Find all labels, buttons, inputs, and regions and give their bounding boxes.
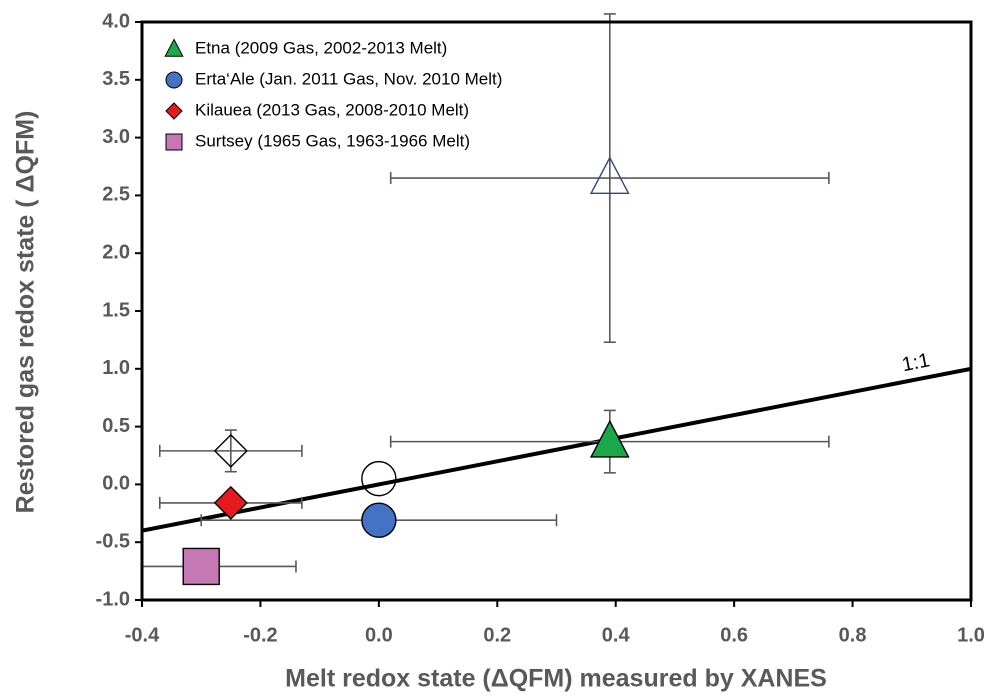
x-axis-label: Melt redox state (ΔQFM) measured by XANE… xyxy=(285,665,827,693)
y-tick-label: 4.0 xyxy=(102,10,130,32)
marker xyxy=(213,433,248,468)
x-tick-label: 0.6 xyxy=(720,624,748,646)
x-tick-label: 0.8 xyxy=(839,624,867,646)
y-tick-label: 3.5 xyxy=(102,68,130,90)
marker xyxy=(213,485,248,520)
y-tick-label: -0.5 xyxy=(96,530,130,552)
x-tick-label: -0.2 xyxy=(243,624,277,646)
legend-marker xyxy=(165,133,183,151)
legend-label: Etna (2009 Gas, 2002-2013 Melt) xyxy=(195,38,447,57)
y-axis-label: Restored gas redox state ( ΔQFM) xyxy=(12,111,40,514)
y-tick-label: 0.5 xyxy=(102,415,130,437)
reference-line xyxy=(142,366,971,533)
legend-marker xyxy=(164,38,184,57)
legend-label: Erta‘Ale (Jan. 2011 Gas, Nov. 2010 Melt) xyxy=(195,69,502,88)
plot-area xyxy=(142,13,971,586)
y-tick-label: 1.5 xyxy=(102,299,130,321)
y-error-bar xyxy=(224,429,237,473)
y-error-bar xyxy=(603,13,616,344)
y-tick-label: -1.0 xyxy=(96,588,130,610)
marker xyxy=(589,156,630,195)
y-tick-label: 2.5 xyxy=(102,184,130,206)
marker xyxy=(361,502,397,538)
x-tick-label: 0.4 xyxy=(602,624,631,646)
y-tick-label: 2.0 xyxy=(102,241,130,263)
marker xyxy=(589,419,630,458)
reference-line-label: 1:1 xyxy=(900,349,932,376)
legend-marker xyxy=(165,102,183,120)
y-tick-label: 1.0 xyxy=(102,357,130,379)
x-tick-label: 0.0 xyxy=(365,624,393,646)
x-tick-label: 1.0 xyxy=(957,624,985,646)
marker xyxy=(182,547,220,586)
x-tick-label: 0.2 xyxy=(483,624,511,646)
plot-frame xyxy=(140,20,973,602)
x-tick-label: -0.4 xyxy=(125,624,160,646)
legend-label: Kilauea (2013 Gas, 2008-2010 Melt) xyxy=(195,100,469,119)
marker xyxy=(361,460,397,497)
y-tick-label: 0.0 xyxy=(102,473,130,495)
legend-label: Surtsey (1965 Gas, 1963-1966 Melt) xyxy=(195,131,470,150)
legend-marker xyxy=(165,71,183,89)
y-tick-label: 3.0 xyxy=(102,126,130,148)
